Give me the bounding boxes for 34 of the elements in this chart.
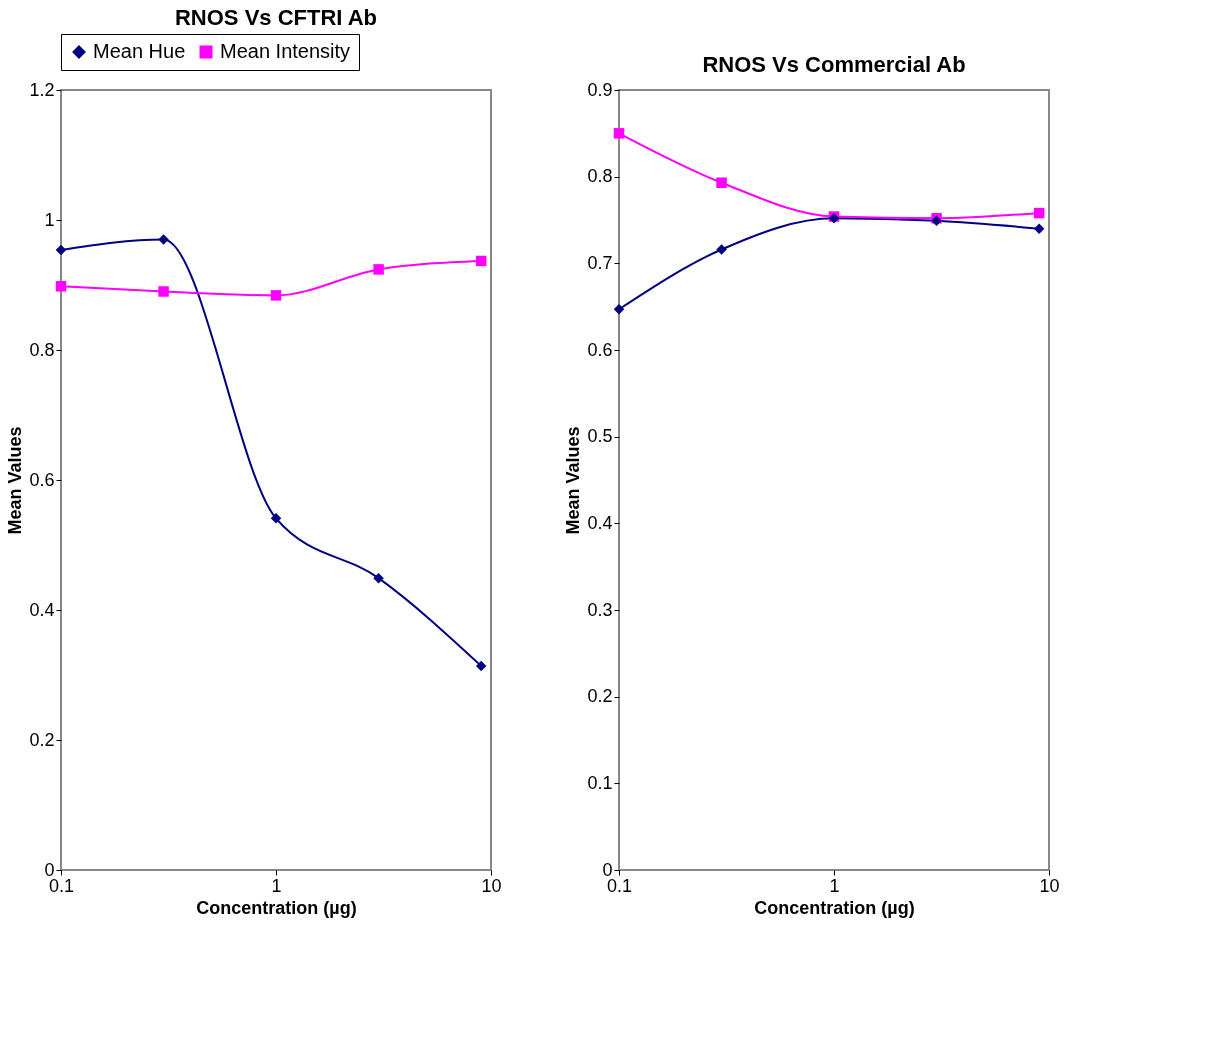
y-tick-label: 0.9 — [587, 79, 613, 100]
y-tick-label: 0.6 — [587, 339, 613, 360]
point — [55, 281, 67, 292]
y-tick-label: 0.1 — [587, 772, 613, 793]
y-tick-label: 0.8 — [29, 339, 55, 360]
y-tick-label: 1 — [44, 209, 55, 230]
x-tick-label: 10 — [1039, 875, 1060, 896]
x-tick-label: 10 — [481, 875, 502, 896]
x-axis-title: Concentration (µg) — [196, 897, 357, 918]
x-tick-label: 1 — [271, 875, 282, 896]
point — [55, 244, 67, 256]
y-axis-title: Mean Values — [5, 426, 26, 535]
point — [475, 255, 487, 267]
x-axis-title: Concentration (µg) — [754, 897, 915, 918]
y-axis-title: Mean Values — [563, 426, 584, 535]
x-tick-label: 1 — [829, 875, 840, 896]
y-tick-label: 1.2 — [29, 79, 55, 100]
y-tick-label: 0.5 — [587, 426, 613, 447]
y-tick-label: 0 — [44, 859, 55, 880]
chart-title: RNOS Vs Commercial Ab — [702, 52, 966, 77]
chart-title: RNOS Vs CFTRI Ab — [174, 4, 378, 30]
y-tick-label: 0.3 — [587, 599, 613, 620]
y-tick-label: 0.8 — [587, 166, 613, 187]
point — [475, 660, 487, 672]
y-tick-label: 0.4 — [587, 512, 613, 533]
y-tick-label: 0.4 — [29, 599, 55, 620]
point — [373, 572, 384, 584]
y-tick-label: 0.2 — [587, 686, 613, 707]
point — [373, 264, 384, 275]
y-tick-label: 0.2 — [29, 729, 55, 750]
legend-label: Mean Intensity — [220, 40, 351, 62]
y-tick-label: 0.7 — [587, 252, 613, 273]
legend-label: Mean Hue — [93, 40, 186, 62]
y-tick-label: 0.6 — [29, 469, 55, 490]
